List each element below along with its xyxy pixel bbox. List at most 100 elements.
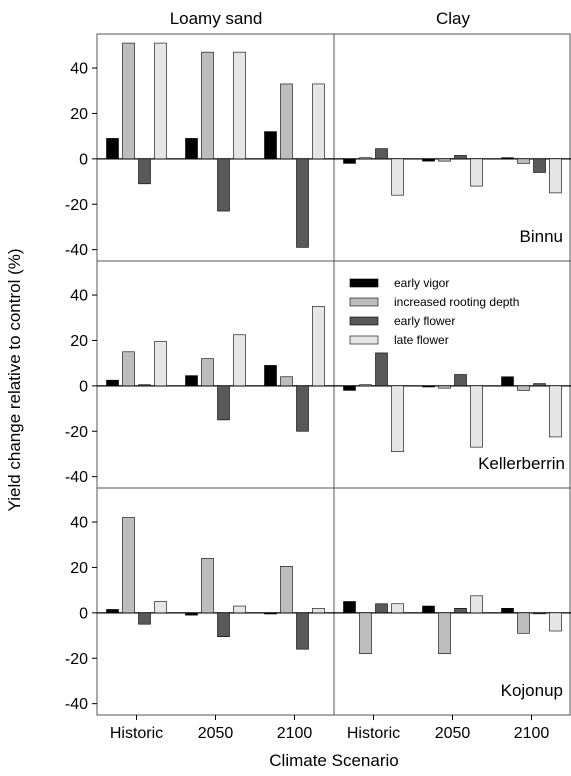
bar-early-vigor-2100 bbox=[501, 376, 514, 387]
bar-late-flower-historic bbox=[154, 601, 167, 614]
bar-early-vigor-historic bbox=[343, 385, 356, 391]
site-label-binnu: Binnu bbox=[520, 227, 563, 246]
x-tick-label: 2100 bbox=[277, 725, 313, 742]
site-label-kellerberrin: Kellerberrin bbox=[478, 454, 565, 473]
bar-late-flower-2100 bbox=[549, 158, 562, 194]
bar-late-flower-2100 bbox=[312, 306, 325, 387]
legend-swatch-increased-rooting-depth bbox=[349, 297, 379, 307]
bar-early-vigor-2050 bbox=[422, 385, 435, 388]
bar-late-flower-historic bbox=[391, 385, 404, 452]
bar-late-flower-2100 bbox=[549, 612, 562, 632]
bar-early-flower-2100 bbox=[533, 383, 546, 387]
bar-early-flower-2050 bbox=[454, 374, 467, 387]
bar-increased-rooting-depth-historic bbox=[122, 42, 135, 160]
legend-swatch-early-vigor bbox=[349, 278, 379, 288]
chart-titles: Loamy sand Clay Climate Scenario Yield c… bbox=[5, 9, 471, 770]
bar-increased-rooting-depth-2100 bbox=[280, 566, 293, 614]
bar-early-vigor-2050 bbox=[422, 605, 435, 614]
bar-increased-rooting-depth-2100 bbox=[517, 385, 530, 391]
site-labels: Binnu Kellerberrin Kojonup bbox=[478, 227, 565, 700]
y-axis-label: Yield change relative to control (%) bbox=[5, 248, 24, 511]
bar-early-vigor-historic bbox=[106, 138, 119, 160]
bar-early-flower-2050 bbox=[454, 608, 467, 614]
bar-early-vigor-historic bbox=[106, 379, 119, 387]
y-tick-label: 40 bbox=[70, 515, 88, 532]
bar-early-vigor-2050 bbox=[185, 375, 198, 387]
bar-increased-rooting-depth-2050 bbox=[201, 358, 214, 387]
y-tick-label: 0 bbox=[79, 378, 88, 395]
y-tick-label: 20 bbox=[70, 560, 88, 577]
bar-increased-rooting-depth-historic bbox=[359, 157, 372, 160]
legend: early vigor increased rooting depth earl… bbox=[349, 276, 519, 347]
bar-early-vigor-historic bbox=[106, 609, 119, 614]
x-tick-label: Historic bbox=[347, 725, 400, 742]
y-tick-label: -40 bbox=[65, 242, 88, 259]
bar-late-flower-2100 bbox=[312, 608, 325, 614]
y-tick-label: 0 bbox=[79, 151, 88, 168]
bar-late-flower-2100 bbox=[312, 83, 325, 160]
legend-label-late-flower: late flower bbox=[394, 333, 449, 347]
bar-early-flower-historic bbox=[138, 158, 151, 185]
bar-early-vigor-2050 bbox=[422, 158, 435, 162]
x-tick-label: 2100 bbox=[514, 725, 550, 742]
x-axis-ticks: Historic 2050 2100 Historic 2050 2100 bbox=[110, 715, 550, 742]
bar-late-flower-2050 bbox=[233, 51, 246, 160]
bar-late-flower-2050 bbox=[470, 385, 483, 448]
column-title-clay: Clay bbox=[436, 9, 471, 28]
bar-early-flower-historic bbox=[138, 612, 151, 625]
legend-swatch-late-flower bbox=[349, 335, 379, 345]
bar-early-flower-historic bbox=[375, 603, 388, 614]
bar-marks bbox=[97, 42, 571, 655]
bar-early-flower-2050 bbox=[217, 158, 230, 212]
bar-late-flower-historic bbox=[154, 42, 167, 160]
x-tick-label: Historic bbox=[110, 725, 163, 742]
bar-late-flower-2050 bbox=[233, 334, 246, 387]
y-tick-label: 40 bbox=[70, 61, 88, 78]
bar-increased-rooting-depth-2050 bbox=[438, 385, 451, 389]
bar-increased-rooting-depth-2050 bbox=[201, 51, 214, 160]
bar-early-vigor-2100 bbox=[264, 131, 277, 160]
bar-early-flower-2100 bbox=[296, 158, 309, 248]
panel-frames bbox=[96, 33, 571, 716]
bar-early-vigor-historic bbox=[343, 601, 356, 614]
bar-early-flower-historic bbox=[138, 384, 151, 387]
bar-increased-rooting-depth-2100 bbox=[517, 158, 530, 164]
legend-label-early-flower: early flower bbox=[394, 314, 455, 328]
legend-label-increased-rooting-depth: increased rooting depth bbox=[394, 295, 519, 309]
bar-increased-rooting-depth-2100 bbox=[280, 83, 293, 160]
bar-increased-rooting-depth-2100 bbox=[280, 376, 293, 387]
y-tick-label: 40 bbox=[70, 288, 88, 305]
site-label-kojonup: Kojonup bbox=[501, 681, 563, 700]
bar-increased-rooting-depth-historic bbox=[122, 517, 135, 614]
x-axis-label: Climate Scenario bbox=[269, 751, 398, 770]
bar-increased-rooting-depth-2100 bbox=[517, 612, 530, 634]
legend-swatch-early-flower bbox=[349, 316, 379, 326]
legend-label-early-vigor: early vigor bbox=[394, 276, 449, 290]
bar-early-flower-2050 bbox=[454, 155, 467, 160]
bar-increased-rooting-depth-2050 bbox=[438, 158, 451, 162]
bar-increased-rooting-depth-2050 bbox=[201, 558, 214, 614]
y-tick-label: 0 bbox=[79, 605, 88, 622]
bar-late-flower-2100 bbox=[549, 385, 562, 438]
y-tick-label: -40 bbox=[65, 469, 88, 486]
bar-early-flower-historic bbox=[375, 148, 388, 160]
bar-early-vigor-2100 bbox=[264, 365, 277, 387]
y-tick-label: -20 bbox=[65, 424, 88, 441]
bar-increased-rooting-depth-2050 bbox=[438, 612, 451, 655]
bar-early-flower-2100 bbox=[533, 612, 546, 615]
bar-late-flower-2050 bbox=[470, 158, 483, 187]
bar-late-flower-2050 bbox=[470, 595, 483, 614]
bar-early-vigor-2100 bbox=[501, 608, 514, 614]
y-tick-label: 20 bbox=[70, 106, 88, 123]
y-axis-ticks: -40 -20 0 20 40 -40 -20 0 20 40 -40 -20 0 20 40 bbox=[65, 61, 97, 713]
bar-early-flower-2050 bbox=[217, 612, 230, 637]
bar-early-vigor-2050 bbox=[185, 612, 198, 616]
x-tick-label: 2050 bbox=[198, 725, 234, 742]
bar-early-vigor-2050 bbox=[185, 138, 198, 160]
bar-increased-rooting-depth-historic bbox=[122, 351, 135, 387]
bar-late-flower-historic bbox=[154, 341, 167, 387]
x-tick-label: 2050 bbox=[435, 725, 471, 742]
column-title-loamy-sand: Loamy sand bbox=[170, 9, 263, 28]
bar-early-flower-2100 bbox=[296, 385, 309, 432]
